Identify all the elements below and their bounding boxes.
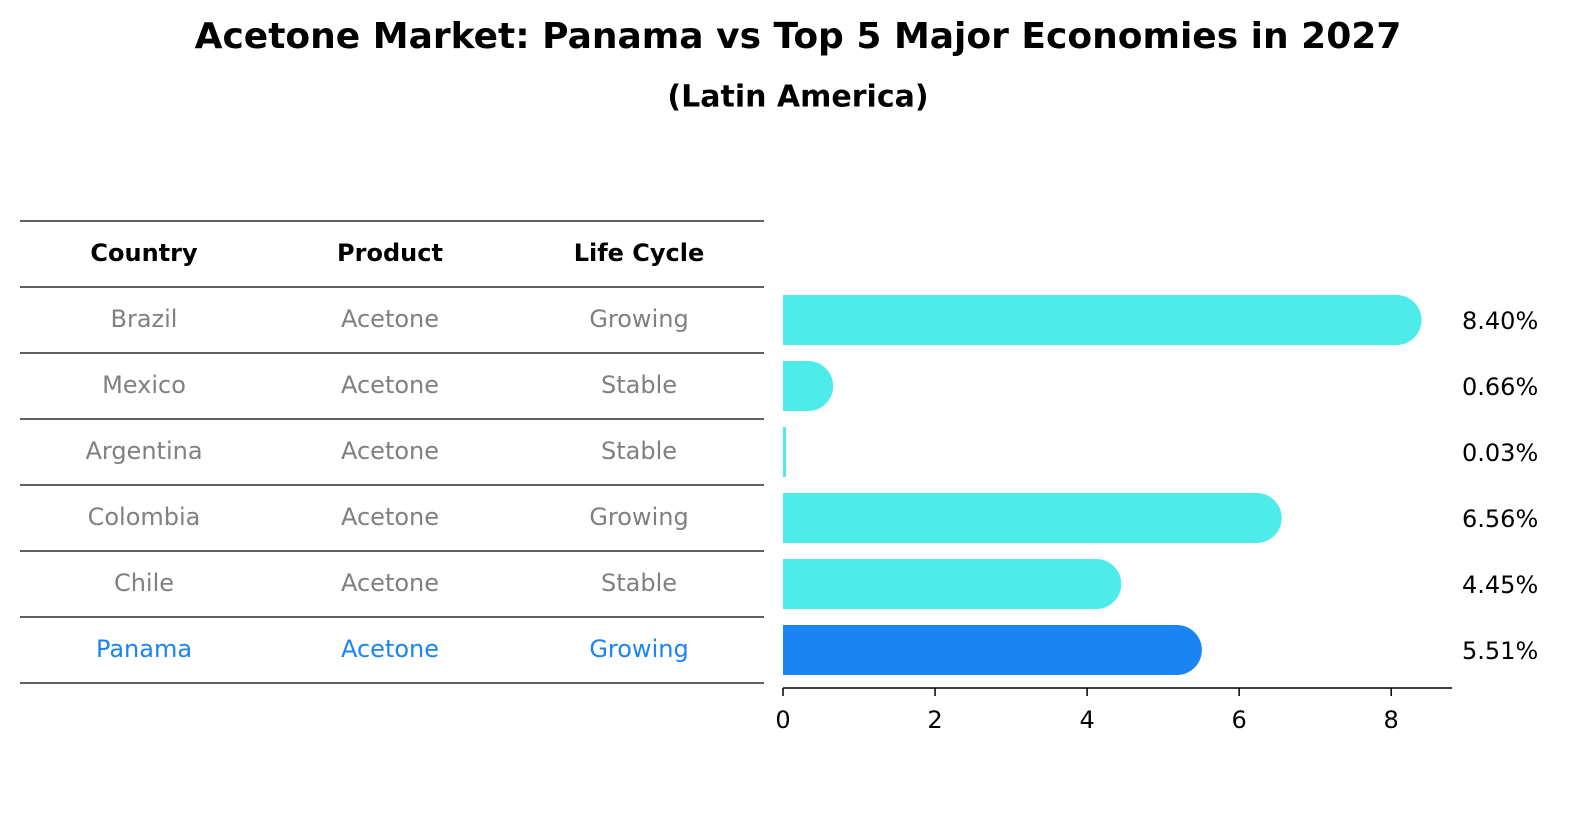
chart-subtitle: (Latin America) xyxy=(667,80,928,115)
table-cell-chile-product: Acetone xyxy=(341,569,439,597)
value-label-colombia: 6.56% xyxy=(1462,505,1538,533)
table-cell-panama-country: Panama xyxy=(96,635,192,663)
table-header-life-cycle: Life Cycle xyxy=(574,239,705,267)
table-cell-argentina-product: Acetone xyxy=(341,437,439,465)
table-header-country: Country xyxy=(90,239,198,267)
value-label-brazil: 8.40% xyxy=(1462,307,1538,335)
table-cell-colombia-product: Acetone xyxy=(341,503,439,531)
table-cell-argentina-country: Argentina xyxy=(85,437,202,465)
table-header-product: Product xyxy=(337,239,443,267)
table-cell-panama-product: Acetone xyxy=(341,635,439,663)
table-cell-argentina-life-cycle: Stable xyxy=(601,437,677,465)
table-cell-brazil-product: Acetone xyxy=(341,305,439,333)
table-cell-colombia-life-cycle: Growing xyxy=(589,503,688,531)
data-table: Country Product Life Cycle Brazil Acetone Gro… xyxy=(20,220,764,684)
bar-chile xyxy=(783,559,1122,609)
x-tick-label-2: 2 xyxy=(927,706,942,734)
bar-argentina xyxy=(783,427,786,477)
x-tick-label-6: 6 xyxy=(1231,706,1246,734)
x-tick-label-4: 4 xyxy=(1079,706,1094,734)
value-label-chile: 4.45% xyxy=(1462,571,1538,599)
table-cell-brazil-country: Brazil xyxy=(111,305,178,333)
bar-series: 8.40% 0.66% 0.03% 6.56% 4.45% 5.51% xyxy=(783,295,1538,675)
table-cell-mexico-country: Mexico xyxy=(102,371,186,399)
table-cell-brazil-life-cycle: Growing xyxy=(589,305,688,333)
value-label-panama: 5.51% xyxy=(1462,637,1538,665)
x-axis: 0 2 4 6 8 xyxy=(775,687,1452,734)
table-cell-mexico-product: Acetone xyxy=(341,371,439,399)
table-cell-colombia-country: Colombia xyxy=(88,503,201,531)
value-label-mexico: 0.66% xyxy=(1462,373,1538,401)
table-cell-panama-life-cycle: Growing xyxy=(589,635,688,663)
bar-mexico xyxy=(783,361,834,411)
x-tick-label-0: 0 xyxy=(775,706,790,734)
x-tick-label-8: 8 xyxy=(1384,706,1399,734)
chart-title: Acetone Market: Panama vs Top 5 Major Ec… xyxy=(195,16,1402,57)
table-cell-chile-country: Chile xyxy=(114,569,174,597)
table-cell-chile-life-cycle: Stable xyxy=(601,569,677,597)
table-cell-mexico-life-cycle: Stable xyxy=(601,371,677,399)
bar-colombia xyxy=(783,493,1282,543)
bar-panama xyxy=(783,625,1202,675)
bar-brazil xyxy=(783,295,1422,345)
value-label-argentina: 0.03% xyxy=(1462,439,1538,467)
